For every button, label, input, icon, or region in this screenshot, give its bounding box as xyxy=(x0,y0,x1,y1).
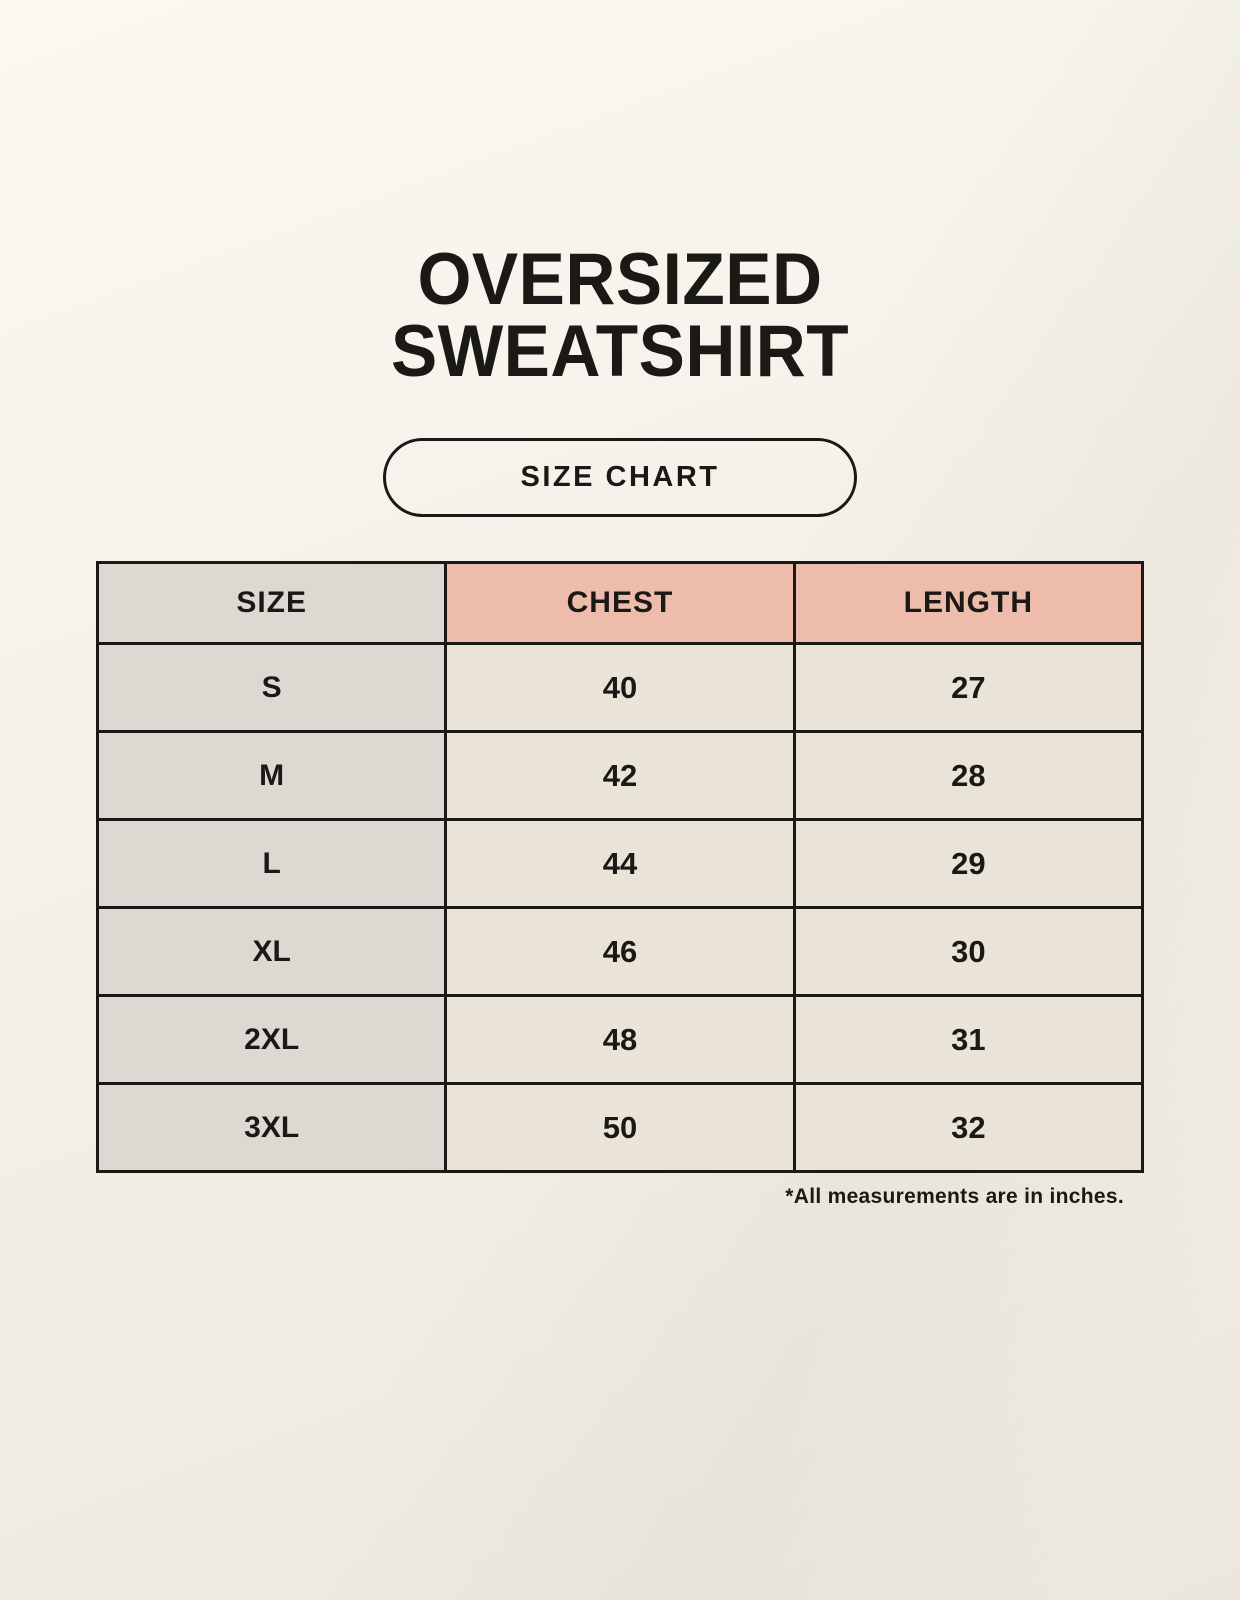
chest-cell: 42 xyxy=(444,730,796,821)
length-cell: 31 xyxy=(792,994,1145,1085)
size-chart-table: SIZE CHEST LENGTH S 40 27 M 42 28 L 44 29 XL 46 30 2… xyxy=(95,561,1145,1173)
column-header-chest: CHEST xyxy=(444,561,796,645)
length-cell: 28 xyxy=(792,730,1145,821)
column-header-size: SIZE xyxy=(95,561,448,645)
size-chart-table-wrap: SIZE CHEST LENGTH S 40 27 M 42 28 L 44 29 XL 46 30 2… xyxy=(95,561,1145,1173)
table-row: XL 46 30 xyxy=(95,906,1145,997)
table-row: 3XL 50 32 xyxy=(95,1082,1145,1173)
page-title: OVERSIZED SWEATSHIRT xyxy=(0,0,1240,388)
chest-cell: 44 xyxy=(444,818,796,909)
size-cell: 2XL xyxy=(95,994,448,1085)
size-cell: S xyxy=(95,642,448,733)
size-cell: M xyxy=(95,730,448,821)
table-row: L 44 29 xyxy=(95,818,1145,909)
measurements-footnote: *All measurements are in inches. xyxy=(785,1185,1124,1208)
size-cell: 3XL xyxy=(95,1082,448,1173)
table-body: S 40 27 M 42 28 L 44 29 XL 46 30 2XL 48 31 3XL 50 32 xyxy=(95,642,1145,1173)
size-cell: XL xyxy=(95,906,448,997)
size-cell: L xyxy=(95,818,448,909)
table-row: 2XL 48 31 xyxy=(95,994,1145,1085)
chest-cell: 46 xyxy=(444,906,796,997)
table-row: S 40 27 xyxy=(95,642,1145,733)
chest-cell: 50 xyxy=(444,1082,796,1173)
length-cell: 29 xyxy=(792,818,1145,909)
length-cell: 27 xyxy=(792,642,1145,733)
length-cell: 32 xyxy=(792,1082,1145,1173)
header-row: SIZE CHEST LENGTH xyxy=(95,561,1145,645)
table-header: SIZE CHEST LENGTH xyxy=(95,561,1145,645)
chest-cell: 48 xyxy=(444,994,796,1085)
length-cell: 30 xyxy=(792,906,1145,997)
column-header-length: LENGTH xyxy=(792,561,1145,645)
chest-cell: 40 xyxy=(444,642,796,733)
title-line-2: SWEATSHIRT xyxy=(390,311,850,392)
title-line-1: OVERSIZED xyxy=(417,239,823,320)
size-chart-badge[interactable]: SIZE CHART xyxy=(383,438,857,517)
table-row: M 42 28 xyxy=(95,730,1145,821)
